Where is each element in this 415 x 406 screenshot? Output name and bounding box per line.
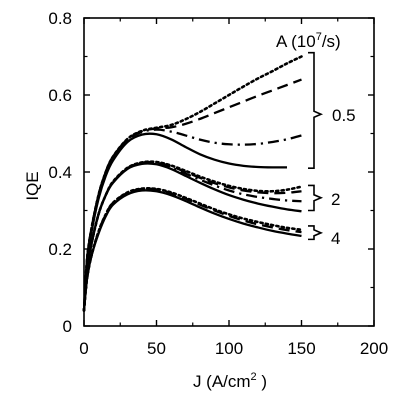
x-tick-label: 100: [215, 339, 243, 358]
curve-A2-solid: [82, 162, 302, 311]
curve-A2-dashed: [82, 160, 302, 311]
x-tick-label: 200: [360, 339, 388, 358]
curve-A2-dotted: [82, 160, 303, 312]
curve-layer: [82, 55, 303, 312]
curve-A0.5-dotted: [82, 55, 303, 312]
y-tick-label: 0.4: [48, 163, 72, 182]
bracket-layer: [308, 51, 324, 241]
y-tick-label: 0: [63, 317, 72, 336]
legend-title: A (107/s): [276, 31, 341, 51]
y-tick-label: 0.6: [48, 86, 72, 105]
group-bracket: [308, 51, 324, 169]
group-bracket: [308, 225, 324, 241]
x-axis-label: J (A/cm2 ): [193, 371, 267, 391]
group-label-0: 0.5: [332, 106, 356, 125]
curve-A0.5-dashed: [82, 78, 302, 311]
axis-ticks: 0 50 100 150 200 0 0.2 0.4 0.6 0.8: [48, 9, 388, 358]
x-tick-label: 150: [287, 339, 315, 358]
y-axis-label: IQE: [23, 171, 42, 200]
y-tick-label: 0.2: [48, 240, 72, 259]
plot-border: [83, 17, 375, 327]
curve-A4-solid: [82, 189, 302, 311]
x-tick-label: 0: [79, 339, 88, 358]
curve-A4-dashed: [82, 187, 302, 311]
y-tick-label: 0.8: [48, 9, 72, 28]
group-label-1: 2: [331, 190, 340, 209]
curve-A2-dashdot: [82, 161, 302, 311]
plot-frame: [83, 17, 375, 327]
x-tick-label: 50: [147, 339, 166, 358]
group-bracket: [308, 184, 324, 212]
curve-A0.5-solid: [82, 132, 288, 311]
group-label-2: 4: [331, 229, 340, 248]
